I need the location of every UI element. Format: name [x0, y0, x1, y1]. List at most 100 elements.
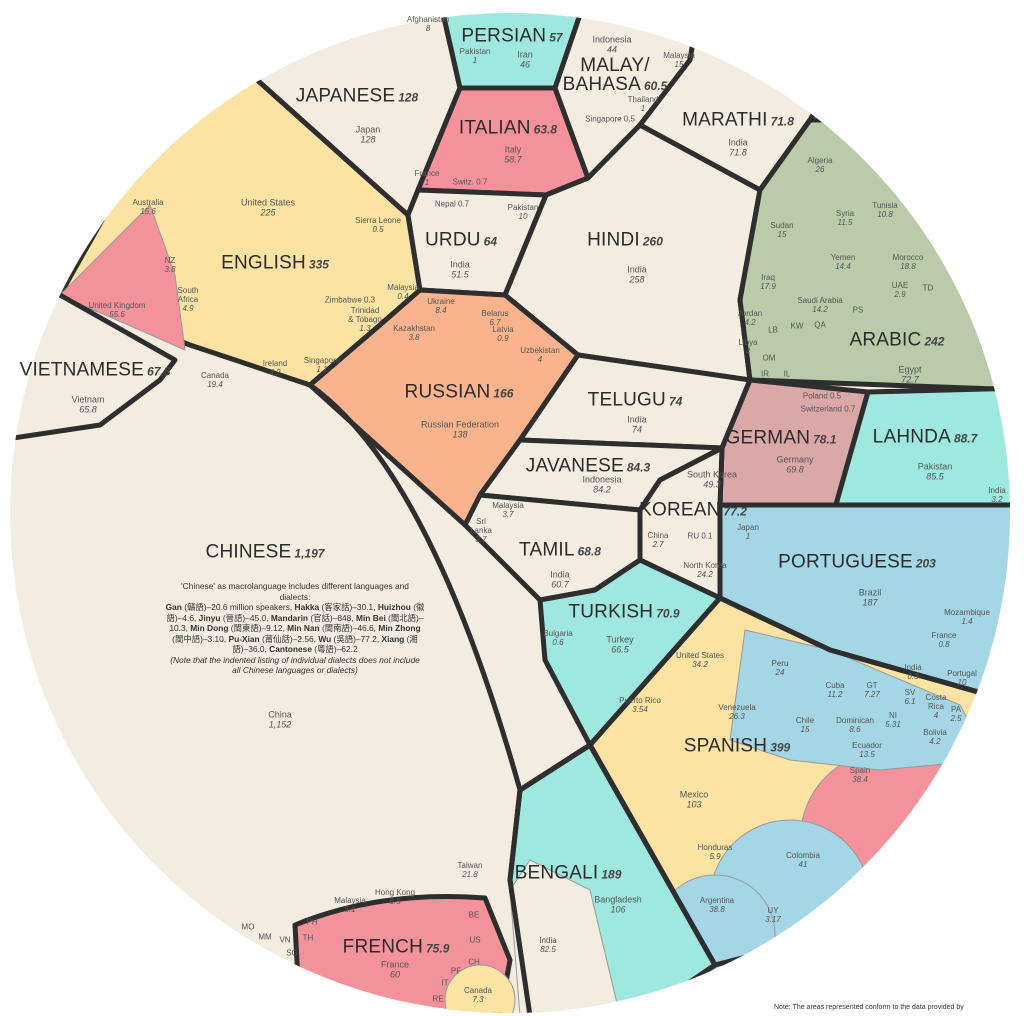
country-value: 1: [745, 532, 751, 541]
country-name: Hong Kong: [374, 887, 416, 897]
country-value: 41: [798, 860, 808, 869]
country-label: India 60.7: [550, 570, 570, 591]
country-value: 3.8: [408, 333, 420, 342]
country-label: Switzerland 0.7: [801, 404, 856, 413]
country-label: Syria 11.5: [836, 209, 854, 227]
country-name: Mozambique: [944, 607, 990, 617]
language-total: 260: [642, 234, 663, 249]
country-label: Belarus 6.7: [481, 309, 508, 327]
country-name: NZ: [164, 255, 176, 265]
country-name: Japan: [355, 124, 381, 135]
country-name: France: [931, 630, 957, 640]
country-label: PA 2.5: [950, 705, 961, 723]
bengali-india-area: [509, 859, 621, 1013]
country-name: Tunisia: [872, 200, 898, 210]
language-name: URDU: [424, 229, 481, 251]
country-name: Sierra Leone: [355, 215, 401, 225]
country-name: China: [647, 530, 669, 540]
country-label: Germany 69.8: [776, 455, 813, 476]
country-name: South Africa: [177, 286, 199, 305]
country-value: 17.9: [760, 282, 776, 291]
country-value: 0.6: [552, 638, 564, 647]
country-label: Morocco 18.8: [893, 253, 924, 271]
language-label-english: ENGLISH 335: [221, 254, 329, 273]
country-value: 24.2: [697, 570, 713, 579]
country-value: 69.8: [786, 465, 804, 475]
country-value: 74: [631, 425, 642, 435]
language-total: 335: [308, 257, 329, 272]
language-label-urdu: URDU 64: [425, 231, 497, 250]
chinese-dialect: Pu-Xian (莆仙話)–2.56,: [228, 633, 319, 644]
country-name: Turkey: [606, 634, 634, 645]
country-label: TD: [923, 283, 934, 292]
country-name: Pakistan: [507, 202, 539, 212]
country-label: MO: [242, 922, 255, 931]
country-label: CH: [468, 957, 480, 966]
language-total: 88.7: [953, 431, 978, 446]
language-label-russian: RUSSIAN 166: [405, 383, 514, 402]
country-label: Zimbabwe 0.3: [325, 295, 375, 304]
country-label: United States 34.2: [676, 651, 724, 669]
language-name: RUSSIAN: [404, 381, 491, 403]
country-label: Algeria 26: [808, 156, 833, 174]
country-name: TH: [302, 933, 314, 943]
country-name: Australia: [132, 197, 164, 207]
country-label: India 82.5: [539, 936, 556, 954]
country-value: 58.7: [504, 155, 522, 165]
language-label-malay-bahasa: MALAY/ BAHASA 60.5: [563, 56, 668, 94]
language-total: 57: [549, 30, 563, 45]
country-value: 82.5: [540, 945, 556, 954]
country-name: United Kingdom: [88, 300, 146, 310]
country-label: Colombia 41: [786, 851, 820, 869]
language-name: MARATHI: [682, 109, 768, 131]
country-name: Italy: [504, 144, 522, 155]
language-name: TURKISH: [568, 601, 654, 623]
language-label-french: FRENCH 75.9: [343, 938, 450, 957]
country-label: Indonesia 84.2: [582, 475, 621, 496]
language-total: 84.3: [626, 460, 651, 475]
country-label: India 74: [627, 415, 647, 436]
country-name: Egypt: [898, 364, 922, 375]
language-total: 203: [915, 556, 936, 571]
language-name: MALAY/ BAHASA: [562, 55, 650, 95]
country-name: GT: [866, 680, 878, 690]
country-label: Sudan 15: [770, 221, 793, 239]
country-name: PH: [306, 917, 318, 927]
country-label: Brazil 187: [859, 588, 882, 609]
language-name: VIETNAMESE: [19, 359, 145, 381]
language-label-vietnamese: VIETNAMESE 67.8: [20, 361, 171, 380]
country-value: 6.1: [904, 697, 916, 706]
country-name: Bangladesh: [594, 894, 642, 905]
language-name: FRENCH: [342, 936, 424, 958]
chinese-border: [308, 382, 592, 793]
language-name: HINDI: [587, 229, 640, 251]
country-label: India 3.2: [988, 486, 1005, 504]
language-name: KOREAN: [639, 499, 721, 521]
country-value: 1: [472, 56, 478, 65]
country-value: 7.3: [472, 995, 484, 1004]
country-name: Singapore: [303, 355, 341, 365]
country-value: 187: [862, 598, 878, 608]
chinese-dialect: Cantonese (粵語)–62.2: [269, 643, 358, 654]
country-label: Mexico 103: [680, 790, 709, 811]
country-name: France: [380, 959, 410, 970]
country-label: Pakistan 85.5: [918, 462, 953, 483]
country-label: Mozambique 1.4: [944, 608, 990, 626]
country-label: China 2.7: [648, 531, 669, 549]
country-name: LB: [768, 325, 778, 335]
country-label: MM: [258, 932, 271, 941]
country-label: Malaysia 15: [663, 51, 695, 69]
country-label: South Korea 49.3: [687, 470, 737, 491]
country-label: Argentina 38.8: [700, 896, 734, 914]
country-value: 103: [686, 800, 702, 810]
country-label: Singapore 1.1: [304, 356, 340, 374]
language-name: CHINESE: [205, 541, 292, 563]
country-name: India: [627, 414, 647, 425]
country-value: 85.5: [926, 472, 944, 482]
country-value: 8.4: [435, 306, 447, 315]
country-name: SV: [904, 687, 916, 697]
country-value: 66.5: [611, 645, 629, 655]
country-label: Honduras 5.9: [698, 843, 733, 861]
country-value: 60: [389, 970, 401, 980]
country-value: 19.4: [207, 380, 223, 389]
